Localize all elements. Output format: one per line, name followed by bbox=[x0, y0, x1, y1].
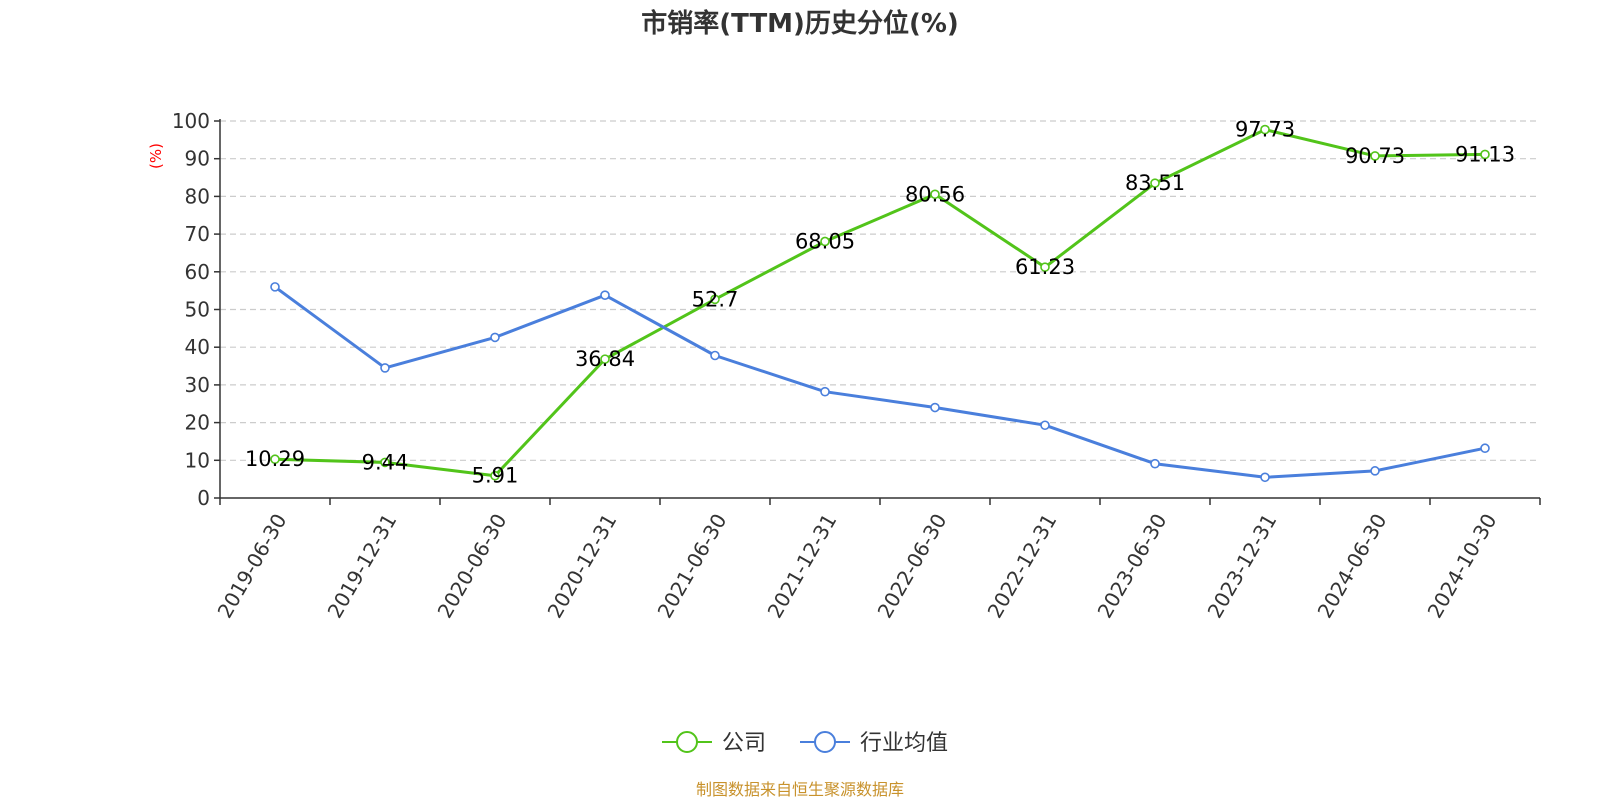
x-tick-label: 2021-06-30 bbox=[653, 510, 732, 623]
legend-label: 公司 bbox=[722, 731, 766, 756]
data-label: 91.13 bbox=[1455, 142, 1515, 166]
data-point bbox=[270, 282, 280, 292]
data-point bbox=[490, 332, 500, 343]
y-tick-label: 60 bbox=[185, 260, 210, 284]
data-point bbox=[930, 402, 940, 413]
chart-title: 市销率(TTM)历史分位(%) bbox=[641, 8, 959, 39]
data-point bbox=[380, 457, 390, 468]
data-point bbox=[1260, 472, 1270, 483]
x-tick-label: 2020-06-30 bbox=[433, 510, 512, 623]
series-line-1 bbox=[274, 285, 1486, 479]
y-tick-label: 70 bbox=[185, 222, 210, 246]
x-tick-label: 2023-12-31 bbox=[1203, 510, 1282, 623]
legend[interactable]: 公司 行业均值 bbox=[662, 731, 948, 756]
series-lines bbox=[270, 124, 1490, 483]
y-tick-label: 50 bbox=[185, 298, 210, 322]
legend-item-0[interactable]: 公司 bbox=[662, 731, 766, 756]
data-point bbox=[1040, 262, 1050, 272]
data-point bbox=[1480, 149, 1490, 160]
x-tick-label: 2019-06-30 bbox=[213, 510, 292, 623]
x-tick-label: 2021-12-31 bbox=[763, 510, 842, 623]
y-tick-label: 20 bbox=[185, 411, 210, 435]
legend-marker bbox=[814, 731, 836, 753]
data-point bbox=[1150, 458, 1160, 469]
y-tick-label: 90 bbox=[185, 147, 210, 171]
data-point bbox=[820, 386, 830, 397]
grid-lines bbox=[220, 120, 1540, 461]
data-point bbox=[600, 290, 610, 300]
data-point bbox=[1370, 466, 1380, 476]
data-point bbox=[1260, 124, 1270, 135]
x-tick-label: 2023-06-30 bbox=[1093, 510, 1172, 623]
y-tick-label: 40 bbox=[185, 335, 210, 359]
data-label: 90.73 bbox=[1345, 144, 1405, 168]
legend-marker bbox=[676, 731, 698, 753]
series-line-0 bbox=[274, 128, 1486, 478]
data-point bbox=[930, 189, 940, 200]
y-tick-label: 30 bbox=[185, 373, 210, 397]
data-label: 83.51 bbox=[1125, 171, 1185, 195]
x-tick-label: 2022-06-30 bbox=[873, 510, 952, 623]
data-label: 52.7 bbox=[692, 287, 739, 311]
data-label: 97.73 bbox=[1235, 118, 1295, 142]
x-tick-label: 2022-12-31 bbox=[983, 510, 1062, 623]
legend-item-1[interactable]: 行业均值 bbox=[800, 731, 948, 756]
data-label: 9.44 bbox=[362, 450, 409, 474]
data-labels: 10.29 9.44 5.91 36.84 52.7 68.05 80.56 61.23 83.… bbox=[245, 118, 1515, 488]
legend-label: 行业均值 bbox=[860, 731, 948, 756]
data-point bbox=[820, 236, 830, 247]
data-label: 5.91 bbox=[472, 464, 519, 488]
y-tick-label: 100 bbox=[172, 109, 210, 133]
x-tick-label: 2019-12-31 bbox=[323, 510, 402, 623]
data-point bbox=[1480, 443, 1490, 454]
data-label: 68.05 bbox=[795, 229, 855, 253]
y-tick-label: 10 bbox=[185, 448, 210, 472]
y-axis-label: (%) bbox=[147, 143, 165, 169]
data-point bbox=[600, 354, 610, 364]
data-label: 10.29 bbox=[245, 447, 305, 471]
data-point bbox=[1040, 420, 1050, 431]
x-tick-label: 2024-06-30 bbox=[1313, 510, 1392, 623]
axes: 0 10 20 30 40 50 60 70 80 90 100 2019-06-30 2019-12-… bbox=[172, 109, 1541, 623]
x-tick-label: 2024-10-30 bbox=[1423, 510, 1502, 623]
data-point bbox=[710, 294, 720, 305]
x-tick-label: 2020-12-31 bbox=[543, 510, 622, 623]
data-point bbox=[270, 454, 280, 465]
data-label: 36.84 bbox=[575, 347, 635, 371]
y-tick-label: 80 bbox=[185, 184, 210, 208]
data-label: 80.56 bbox=[905, 182, 965, 206]
data-point bbox=[490, 470, 500, 481]
data-point bbox=[710, 350, 720, 361]
source-footer: 制图数据来自恒生聚源数据库 bbox=[696, 780, 904, 799]
y-tick-label: 0 bbox=[197, 486, 210, 510]
data-point bbox=[1150, 178, 1160, 188]
data-point bbox=[1370, 151, 1380, 161]
data-label: 61.23 bbox=[1015, 255, 1075, 279]
data-point bbox=[380, 363, 390, 373]
